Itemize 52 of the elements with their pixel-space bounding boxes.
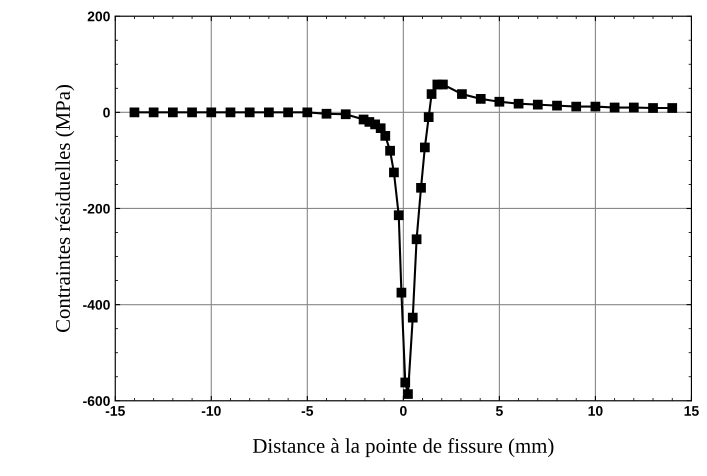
point (244, 107, 255, 118)
y-tick-label: -400 (83, 300, 110, 310)
point (187, 107, 197, 118)
point (648, 103, 658, 113)
x-tick-label: -5 (302, 406, 314, 416)
point (412, 234, 422, 244)
x-tick-label: 15 (684, 406, 699, 416)
point (408, 312, 418, 322)
point (438, 80, 448, 90)
point (476, 94, 486, 104)
point (264, 107, 274, 118)
point (628, 102, 639, 112)
point (148, 107, 159, 118)
point (380, 131, 390, 141)
x-axis-title: Distance à la pointe de fissure (mm) (252, 438, 554, 458)
point (302, 107, 312, 118)
y-tick-label: -200 (83, 204, 110, 214)
y-axis-title: Contraintes résiduelles (MPa) (55, 85, 74, 332)
point (168, 107, 178, 118)
point (610, 102, 620, 112)
point (552, 100, 562, 110)
point (424, 112, 434, 122)
point (385, 146, 395, 156)
x-tick-label: 0 (400, 406, 407, 416)
point (416, 182, 426, 193)
x-tick-label: 5 (496, 406, 503, 416)
point (206, 107, 216, 118)
point (457, 89, 467, 99)
point (532, 100, 543, 110)
point (340, 109, 351, 120)
point (426, 89, 436, 99)
point (226, 107, 236, 118)
x-tick-label: -10 (202, 406, 221, 416)
point (389, 168, 399, 178)
point (400, 378, 410, 388)
point (514, 98, 524, 109)
point (494, 96, 504, 107)
point (396, 288, 406, 298)
point (130, 107, 140, 118)
point (322, 108, 332, 119)
point (283, 107, 293, 118)
y-tick-label: 200 (88, 12, 110, 22)
y-tick-label: -600 (83, 396, 110, 406)
point (590, 102, 600, 112)
point (667, 103, 678, 113)
point (403, 389, 413, 399)
point (420, 142, 430, 152)
point (571, 102, 582, 112)
y-tick-label: 0 (103, 108, 110, 118)
x-tick-label: 10 (588, 406, 603, 416)
x-tick-label: -15 (106, 406, 125, 416)
point (394, 210, 404, 220)
